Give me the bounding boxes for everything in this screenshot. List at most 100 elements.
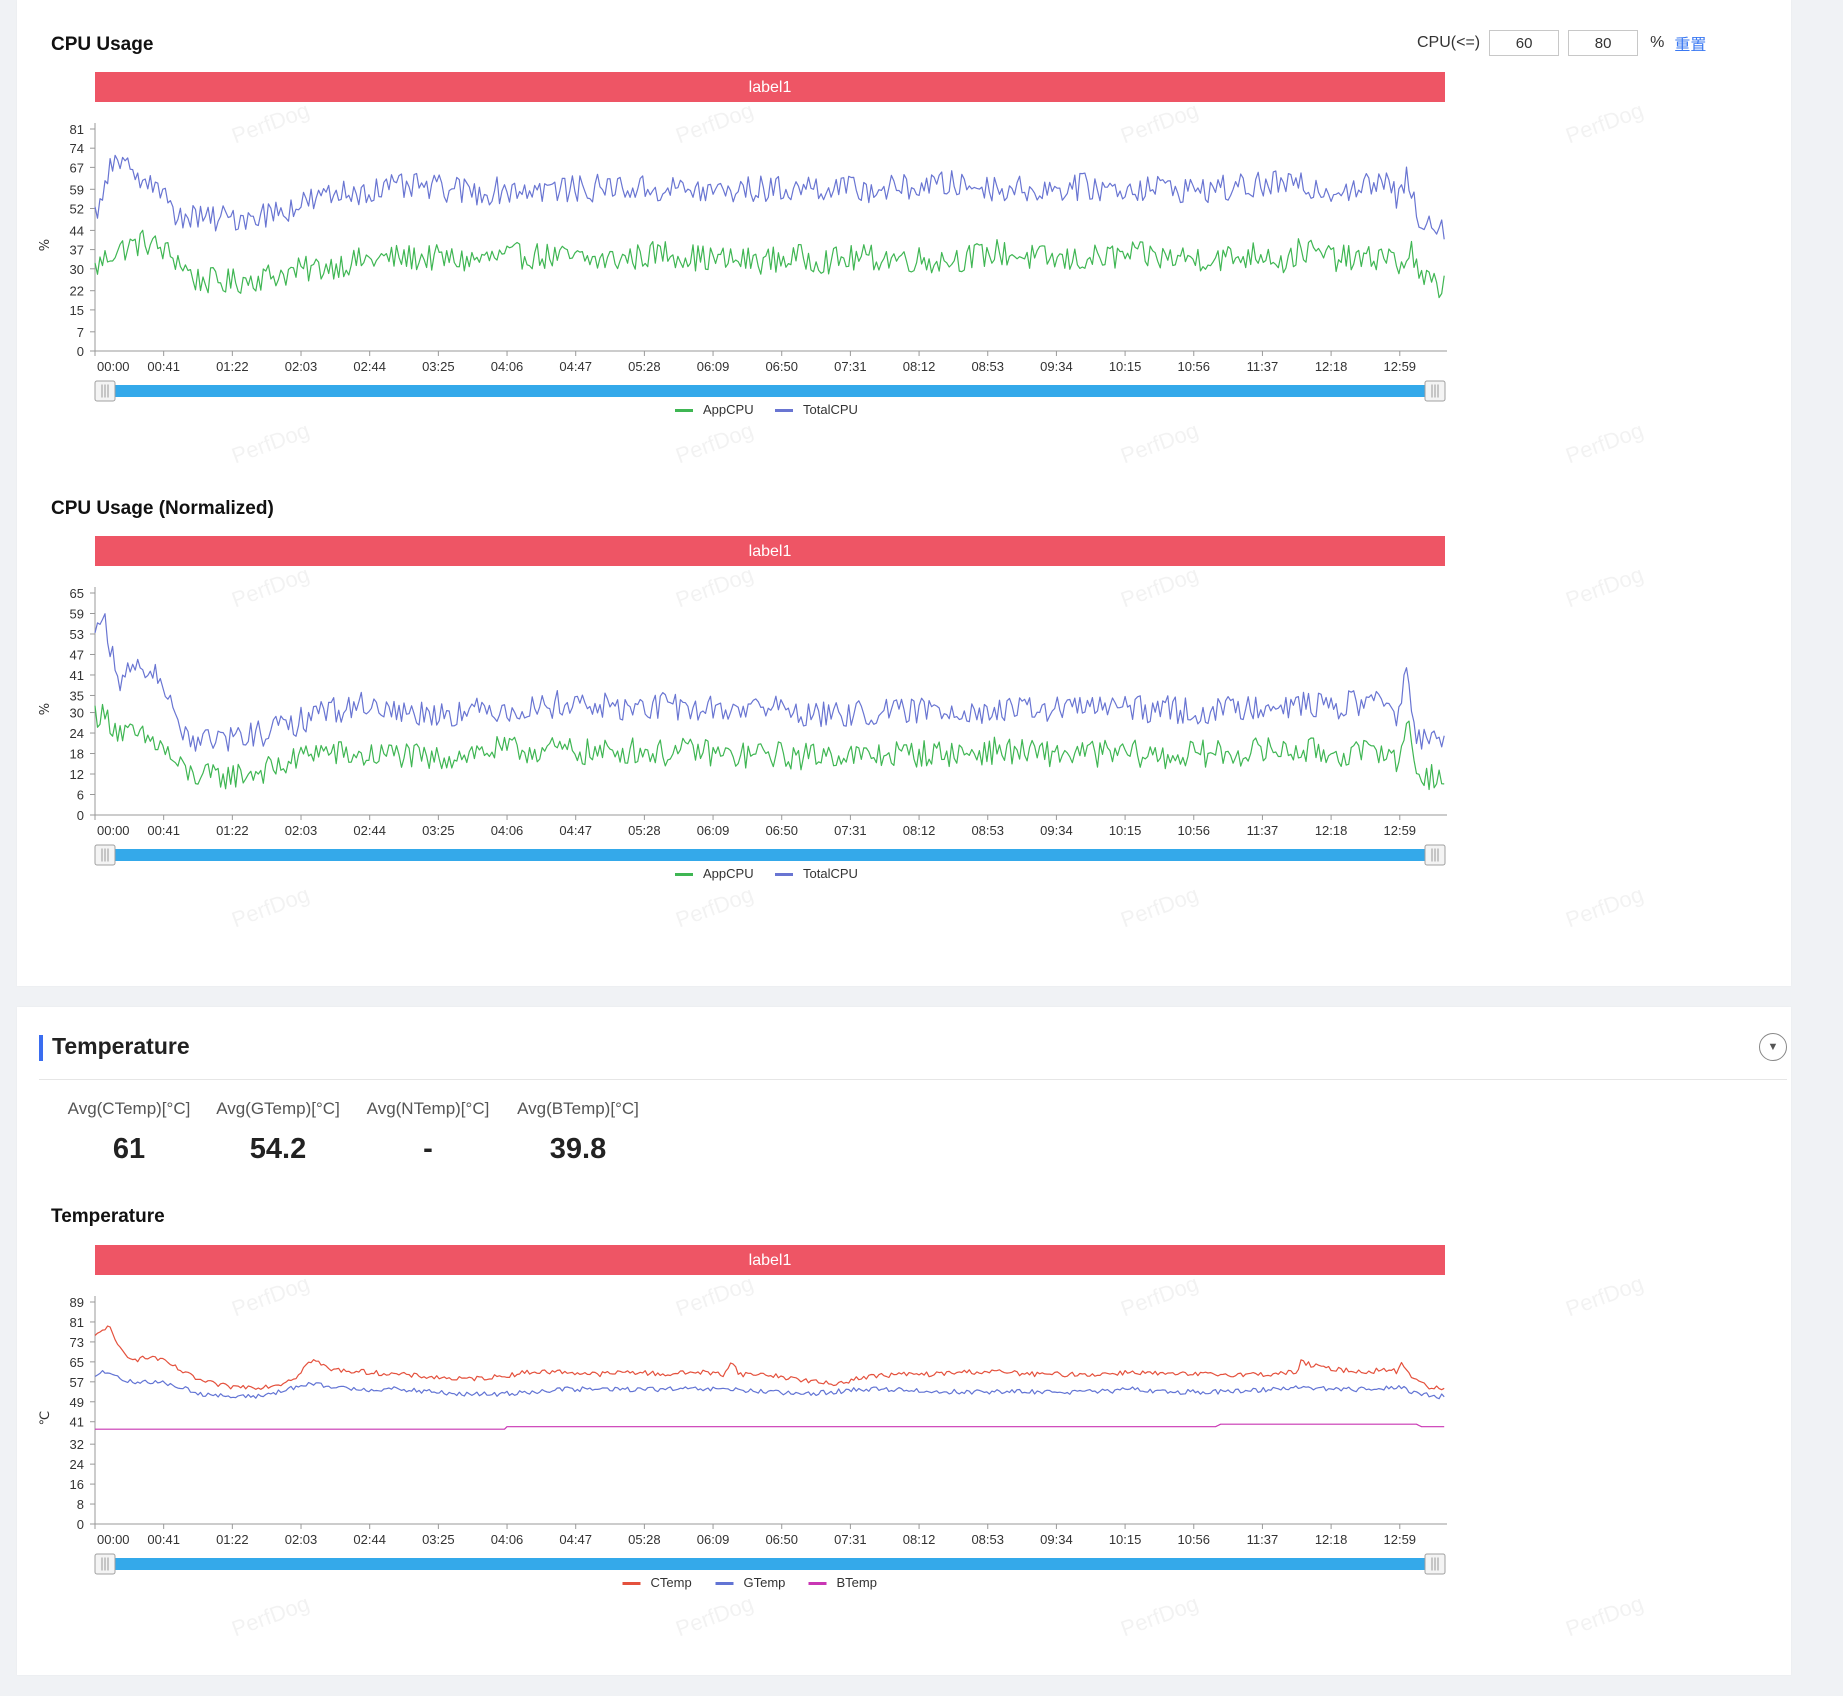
- x-tick-label: 08:12: [903, 823, 936, 838]
- stat-avg-ntemp: Avg(NTemp)[°C] -: [353, 1099, 503, 1166]
- x-tick-label: 08:53: [971, 823, 1004, 838]
- x-tick-label: 02:03: [285, 1532, 318, 1547]
- chart-title-cpu-usage: CPU Usage: [51, 34, 154, 55]
- x-tick-label: 10:56: [1177, 359, 1210, 374]
- y-tick-label: 59: [70, 182, 84, 197]
- x-tick-label: 12:18: [1315, 359, 1348, 374]
- legend-label: TotalCPU: [803, 402, 858, 417]
- x-tick-label: 02:03: [285, 823, 318, 838]
- stat-label: Avg(NTemp)[°C]: [366, 1099, 490, 1118]
- stat-label: Avg(CTemp)[°C]: [67, 1099, 191, 1118]
- x-tick-label: 00:41: [147, 359, 180, 374]
- section-accent-bar: [39, 1035, 43, 1061]
- y-tick-label: 41: [70, 668, 84, 683]
- y-tick-label: 59: [70, 606, 84, 621]
- temperature-section-header: Temperature ▼: [39, 1033, 1787, 1063]
- watermark-text: PerfDog: [228, 1590, 312, 1641]
- collapse-toggle-button[interactable]: ▼: [1759, 1033, 1787, 1061]
- reset-link[interactable]: 重置: [1674, 37, 1707, 54]
- watermark-text: PerfDog: [228, 881, 312, 932]
- y-tick-label: 41: [70, 1415, 84, 1430]
- legend-item-gtemp[interactable]: GTemp: [715, 1575, 786, 1590]
- watermark-text: PerfDog: [1562, 417, 1646, 468]
- slider-track: [95, 385, 1445, 397]
- watermark-text: PerfDog: [672, 1590, 756, 1641]
- x-tick-label: 06:09: [697, 1532, 730, 1547]
- legend-item-appcpu[interactable]: AppCPU: [675, 402, 754, 417]
- x-tick-label: 08:53: [971, 359, 1004, 374]
- series-line-btemp: [95, 1423, 1445, 1430]
- stat-avg-ctemp: Avg(CTemp)[°C] 61: [54, 1099, 204, 1166]
- x-tick-label: 00:00: [97, 359, 130, 374]
- legend-item-totalcpu[interactable]: TotalCPU: [775, 402, 858, 417]
- watermark-text: PerfDog: [672, 417, 756, 468]
- cpu-threshold-high-input[interactable]: [1568, 30, 1639, 56]
- slider-track: [95, 849, 1445, 861]
- y-tick-label: 53: [70, 627, 84, 642]
- y-tick-label: 57: [70, 1375, 84, 1390]
- x-tick-label: 09:34: [1040, 823, 1073, 838]
- legend-swatch: [675, 409, 693, 412]
- x-tick-label: 08:53: [971, 1532, 1004, 1547]
- x-tick-label: 12:18: [1315, 1532, 1348, 1547]
- legend-item-ctemp[interactable]: CTemp: [622, 1575, 692, 1590]
- watermark-text: PerfDog: [672, 97, 756, 148]
- y-axis-label: %: [38, 703, 53, 715]
- x-tick-label: 00:41: [147, 823, 180, 838]
- cpu-usage-chart: PerfDog PerfDog PerfDog PerfDog PerfDog PerfD…: [38, 72, 1647, 469]
- x-tick-label: 11:37: [1247, 1532, 1279, 1547]
- zoom-slider[interactable]: [94, 1553, 1446, 1575]
- y-tick-label: 30: [70, 262, 84, 277]
- legend-swatch: [808, 1582, 827, 1585]
- legend-label: CTemp: [651, 1575, 692, 1590]
- label-band-text: label1: [749, 543, 792, 560]
- legend-item-totalcpu[interactable]: TotalCPU: [775, 866, 858, 881]
- y-tick-label: 65: [70, 1355, 84, 1370]
- cpu-threshold-low-input[interactable]: [1489, 30, 1560, 56]
- legend-swatch: [775, 873, 793, 876]
- watermark-text: PerfDog: [228, 1270, 312, 1321]
- legend-item-btemp[interactable]: BTemp: [808, 1575, 877, 1590]
- y-tick-label: 8: [77, 1497, 84, 1512]
- zoom-slider[interactable]: [94, 380, 1446, 402]
- legend-label: BTemp: [837, 1575, 877, 1590]
- x-tick-label: 04:06: [491, 1532, 524, 1547]
- legend-label: AppCPU: [703, 402, 754, 417]
- legend-swatch: [622, 1582, 641, 1585]
- y-tick-label: 81: [70, 122, 84, 137]
- x-tick-label: 12:59: [1384, 359, 1417, 374]
- watermark-text: PerfDog: [1117, 417, 1201, 468]
- legend-label: AppCPU: [703, 866, 754, 881]
- series-line-ctemp: [94, 1325, 1445, 1391]
- stat-value: 54.2: [249, 1133, 307, 1165]
- y-tick-label: 18: [70, 747, 84, 762]
- watermark-text: PerfDog: [1117, 97, 1201, 148]
- chart-title-temperature: Temperature: [51, 1206, 165, 1227]
- series-line-appcpu: [94, 229, 1445, 299]
- x-tick-label: 04:06: [491, 359, 524, 374]
- x-tick-label: 08:12: [903, 359, 936, 374]
- y-tick-label: 0: [77, 1517, 84, 1532]
- watermark-text: PerfDog: [1562, 1590, 1646, 1641]
- y-tick-label: 44: [70, 223, 84, 238]
- y-axis-label: ℃: [38, 1411, 53, 1426]
- watermark-text: PerfDog: [1562, 561, 1646, 612]
- x-tick-label: 04:06: [491, 823, 524, 838]
- stat-label: Avg(BTemp)[°C]: [517, 1099, 639, 1118]
- x-tick-label: 12:59: [1384, 1532, 1417, 1547]
- stat-value: -: [423, 1133, 433, 1165]
- y-tick-label: 52: [70, 201, 84, 216]
- legend-item-appcpu[interactable]: AppCPU: [675, 866, 754, 881]
- legend-swatch: [675, 873, 693, 876]
- watermark-text: PerfDog: [228, 561, 312, 612]
- x-tick-label: 03:25: [422, 359, 455, 374]
- watermark-text: PerfDog: [228, 417, 312, 468]
- slider-track: [95, 1558, 1445, 1570]
- y-tick-label: 16: [70, 1477, 84, 1492]
- temperature-card: Temperature ▼ Avg(CTemp)[°C] 61 Avg(GTem…: [17, 1007, 1791, 1675]
- x-tick-label: 10:15: [1109, 359, 1142, 374]
- legend-swatch: [715, 1582, 734, 1585]
- zoom-slider[interactable]: [94, 844, 1446, 866]
- legend-swatch: [775, 409, 793, 412]
- x-tick-label: 08:12: [903, 1532, 936, 1547]
